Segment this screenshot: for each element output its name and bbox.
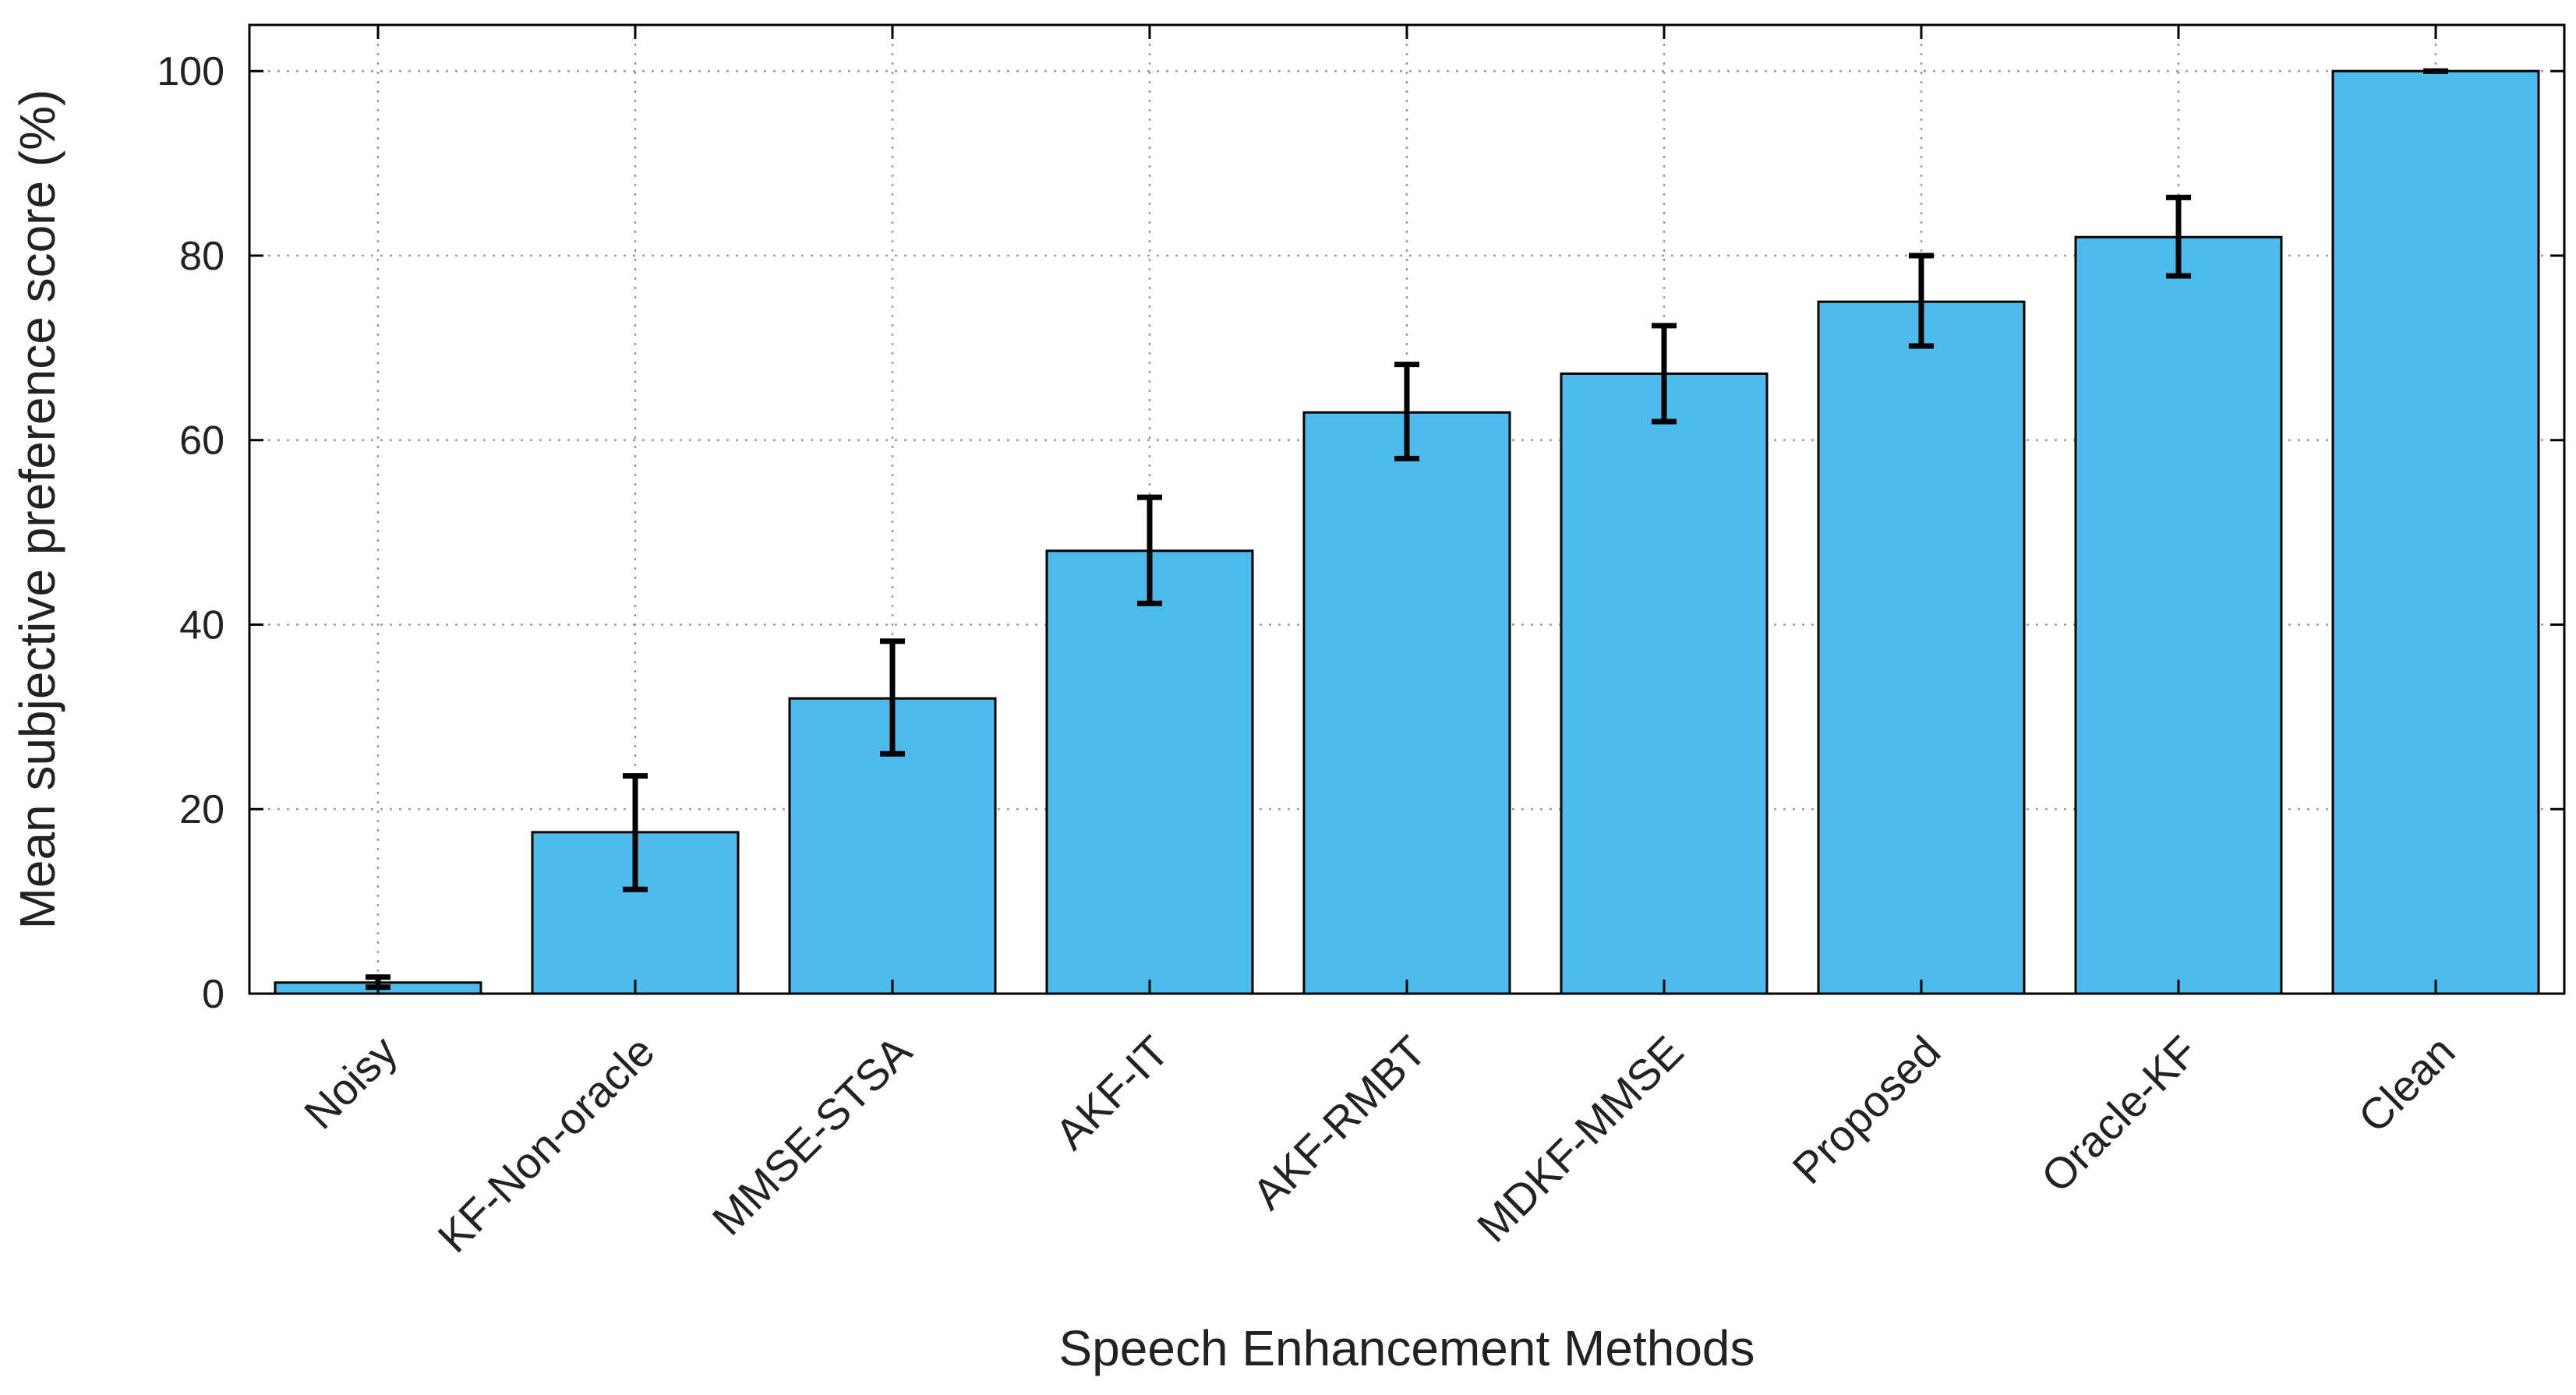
bar-proposed [1817,300,2026,995]
bar-akf-rmbt [1302,411,1511,995]
y-tick-label: 0 [202,972,224,1017]
y-tick-label: 20 [179,787,224,832]
bar-akf-it [1045,549,1254,995]
bar-clean [2331,69,2540,995]
y-tick-label: 40 [179,602,224,648]
y-tick-label: 100 [157,49,224,94]
category-label: Proposed [1783,1026,1949,1193]
error-bar-mmse-stsa [880,638,905,757]
category-label: MMSE-STSA [703,1026,921,1244]
y-axis-title: Mean subjective preference score (%) [9,90,65,930]
category-label: AKF-IT [1046,1026,1178,1159]
category-label: Clean [2348,1026,2464,1142]
error-bar-oracle-kf [2166,194,2191,279]
category-label: AKF-RMBT [1243,1026,1436,1219]
category-label: KF-Non-oracle [428,1026,663,1262]
category-labels: Noisy KF-Non-oracle MMSE-STSA AKF-IT AKF-RMB… [295,1026,2465,1261]
y-tick-label: 60 [179,418,224,464]
error-bar-akf-rmbt [1394,362,1419,461]
category-label: Oracle-KF [2032,1026,2207,1202]
error-bar-akf-it [1137,494,1162,606]
category-label: Noisy [295,1026,407,1139]
error-bar-mdkf-mmse [1652,323,1677,425]
ticks-layer: 0 20 40 60 80 100 [157,25,2564,1017]
bar-oracle-kf [2074,235,2283,995]
error-bar-proposed [1909,253,1934,349]
bars-layer [274,69,2540,995]
category-label: MDKF-MMSE [1468,1026,1693,1252]
x-axis-title: Speech Enhancement Methods [1058,1320,1754,1376]
y-tick-label: 80 [179,234,224,279]
bar-mdkf-mmse [1560,372,1769,995]
error-bar-kf-non-oracle [623,773,648,892]
